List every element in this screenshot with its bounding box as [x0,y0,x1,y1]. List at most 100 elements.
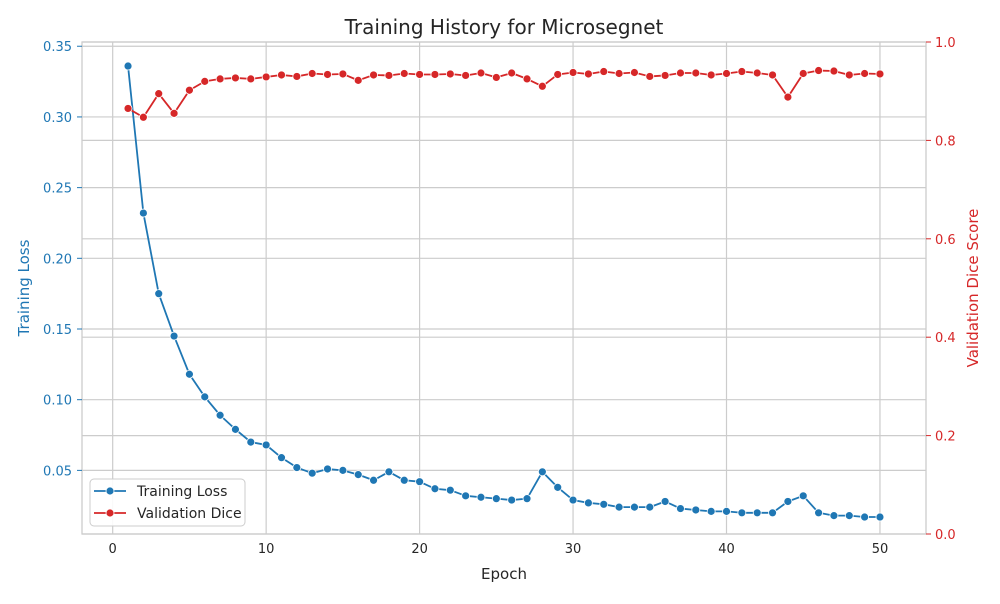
data-point-training-loss [706,506,716,516]
data-point-training-loss [584,498,593,508]
y-left-tick-label: 0.25 [43,182,72,197]
y-left-tick-label: 0.20 [43,252,72,267]
data-point-training-loss [676,504,685,513]
data-point-training-loss [844,511,854,521]
data-point-validation-dice [277,70,286,80]
data-point-training-loss [691,505,701,515]
plot-frame [81,41,927,535]
data-point-training-loss [737,508,747,518]
data-point-validation-dice [860,69,870,78]
data-point-validation-dice [154,89,164,99]
y-right-tick-label: 0.6 [935,233,956,248]
data-point-training-loss [277,453,286,463]
data-point-validation-dice [399,69,409,78]
data-point-validation-dice [384,71,394,80]
legend-marker-validation-dice [105,508,115,518]
y-axis-left-label: Training Loss [15,239,33,337]
data-point-training-loss [814,508,823,518]
y-left-tick-label: 0.05 [43,464,72,479]
data-point-validation-dice [215,74,225,84]
data-point-validation-dice [200,76,210,86]
x-axis-label: Epoch [481,565,527,583]
axis-layer: 0 10 20 30 40 50 0.05 0.10 0.15 0.20 0.25 0.30 0.35 0… [43,36,956,557]
data-point-validation-dice [507,68,517,78]
data-point-validation-dice [630,68,639,77]
data-point-training-loss [185,369,194,379]
data-point-training-loss [138,208,148,218]
data-point-validation-dice [599,67,609,76]
chart-title: Training History for Microsegnet [344,15,664,39]
data-point-training-loss [215,410,225,420]
data-point-training-loss [507,495,517,505]
y-left-tick-label: 0.35 [43,40,72,55]
data-point-training-loss [246,437,256,447]
data-point-validation-dice [522,74,532,84]
x-tick-label: 40 [718,542,735,557]
data-point-training-loss [445,485,455,495]
legend-label-training-loss: Training Loss [136,484,227,500]
y-axis-right-label: Validation Dice Score [964,209,982,368]
x-tick-label: 0 [109,542,117,557]
data-point-validation-dice [568,68,578,77]
data-point-validation-dice [246,74,256,84]
y-left-tick-label: 0.15 [43,323,72,338]
data-point-validation-dice [430,70,440,79]
data-point-validation-dice [875,69,885,79]
data-point-validation-dice [798,69,808,78]
y-left-tick-label: 0.30 [43,111,72,126]
data-point-training-loss [614,502,624,512]
legend-box [89,478,246,527]
data-point-validation-dice [261,72,271,82]
y-right-tick-label: 1.0 [935,36,956,51]
data-point-training-loss [169,331,179,341]
plot-area [82,42,926,534]
data-point-validation-dice [783,92,793,102]
data-point-validation-dice [169,108,179,118]
data-point-training-loss [369,475,378,485]
data-point-training-loss [307,468,317,478]
y-right-tick-label: 0.4 [935,331,956,346]
x-tick-label: 50 [872,542,889,557]
data-point-training-loss [384,467,394,477]
data-point-training-loss [630,502,639,512]
data-point-validation-dice [676,68,685,78]
data-point-validation-dice [553,70,563,79]
data-point-validation-dice [844,70,854,80]
data-point-validation-dice [369,70,378,80]
data-point-validation-dice [491,73,501,82]
data-point-validation-dice [584,69,593,79]
data-point-validation-dice [231,73,240,83]
series-layer [123,61,885,522]
data-point-validation-dice [614,69,624,78]
data-point-training-loss [722,506,731,516]
data-point-training-loss [353,470,363,480]
data-point-validation-dice [461,71,471,80]
y-left-tick-label: 0.10 [43,394,72,409]
data-point-training-loss [323,464,332,474]
data-point-validation-dice [415,70,425,79]
data-point-training-loss [338,465,348,475]
data-point-training-loss [123,61,133,71]
data-point-training-loss [568,495,578,505]
data-point-training-loss [491,494,501,504]
data-point-validation-dice [752,68,762,78]
data-point-training-loss [553,482,563,492]
data-point-validation-dice [645,72,655,81]
data-point-validation-dice [445,69,455,79]
y-right-tick-label: 0.2 [935,430,956,445]
data-point-training-loss [860,512,870,522]
data-point-validation-dice [722,69,731,78]
data-point-training-loss [461,491,471,501]
data-point-training-loss [537,467,547,477]
legend-marker-training-loss [105,486,115,496]
data-point-validation-dice [323,70,332,79]
y-right-tick-label: 0.0 [935,528,956,543]
x-tick-label: 20 [411,542,428,557]
data-point-training-loss [660,497,670,506]
data-point-training-loss [399,475,409,485]
data-point-validation-dice [353,75,363,85]
data-point-training-loss [829,511,839,521]
data-point-validation-dice [829,66,839,76]
legend: Training Loss Validation Dice [89,478,246,527]
legend-label-validation-dice: Validation Dice [137,506,242,522]
